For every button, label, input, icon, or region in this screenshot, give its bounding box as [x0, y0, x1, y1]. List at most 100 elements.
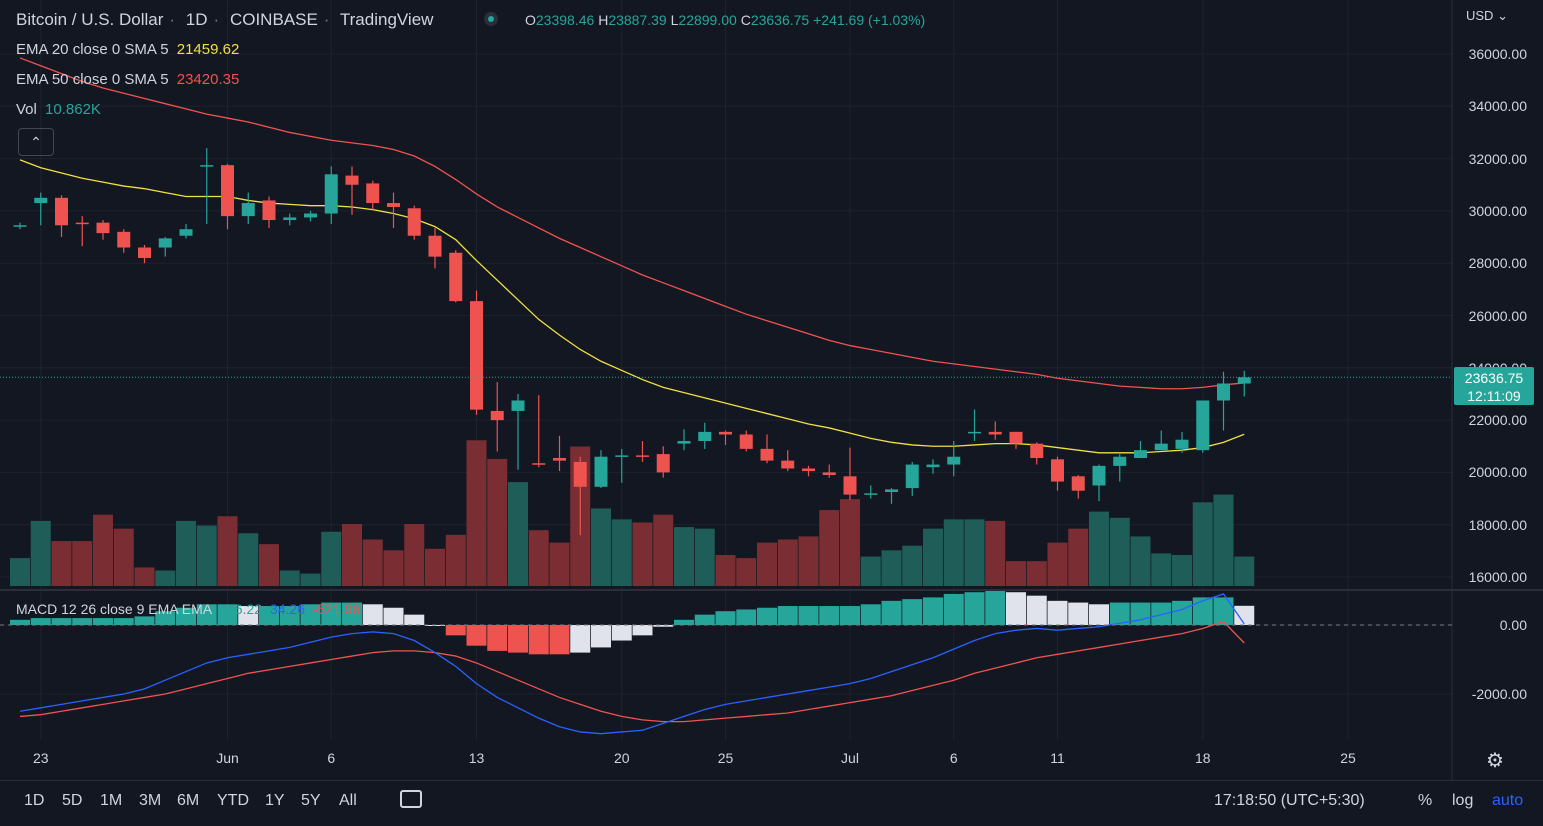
macd-hist-bar	[757, 607, 777, 625]
volume-bar	[155, 570, 176, 586]
volume-bars	[10, 440, 1255, 586]
volume-bar	[798, 536, 819, 586]
time-tick-label: 25	[1340, 750, 1356, 766]
macd-hist-bar	[653, 625, 674, 627]
volume-bar	[819, 510, 840, 586]
currency-selector[interactable]: USD ⌄	[1466, 8, 1508, 24]
candle-body	[843, 476, 857, 495]
time-tick-label: 6	[949, 750, 958, 766]
candle-body	[885, 489, 898, 493]
volume-bar	[238, 533, 259, 586]
macd-hist-bar	[134, 616, 155, 625]
volume-bar	[30, 520, 51, 586]
macd-hist-bar	[694, 614, 715, 625]
percent-toggle[interactable]: %	[1418, 792, 1433, 809]
macd-hist-bar	[715, 611, 736, 625]
volume-bar	[466, 440, 487, 586]
range-button-6m[interactable]: 6M	[177, 792, 200, 809]
price-tick-label: 30000.00	[1468, 202, 1527, 219]
candle-body	[864, 493, 878, 495]
ema20-legend[interactable]: EMA 20 close 0 SMA 5 21459.62	[16, 41, 239, 58]
interval: 1D	[185, 10, 208, 29]
candlestick-series	[13, 148, 1251, 536]
volume-bar	[72, 541, 93, 586]
volume-bar	[217, 516, 238, 586]
log-toggle[interactable]: log	[1452, 792, 1474, 809]
candle-body	[179, 229, 193, 236]
time-tick-label: Jun	[216, 750, 239, 766]
macd-hist-bar	[196, 604, 217, 625]
macd-label: MACD 12 26 close 9 EMA EMA	[16, 601, 212, 617]
macd-hist-bar	[466, 625, 487, 646]
volume-bar	[1026, 561, 1047, 586]
volume-bar	[902, 545, 923, 586]
volume-bar	[259, 544, 279, 586]
volume-bar	[342, 524, 362, 586]
range-button-1y[interactable]: 1Y	[265, 792, 285, 809]
macd-hist-bar	[549, 625, 570, 655]
volume-bar	[881, 550, 902, 586]
volume-bar	[1130, 536, 1151, 586]
macd-hist-bar	[777, 606, 798, 625]
candle-body	[262, 200, 276, 221]
auto-toggle[interactable]: auto	[1492, 792, 1524, 809]
candle-body	[719, 431, 732, 435]
volume-bar	[736, 558, 757, 586]
settings-gear-icon[interactable]: ⚙	[1486, 750, 1504, 772]
macd-hist-bar	[300, 604, 321, 625]
macd-hist-bar	[736, 609, 757, 625]
collapse-legend-button[interactable]: ⌃	[18, 128, 54, 156]
range-button-5y[interactable]: 5Y	[301, 792, 321, 809]
clock-readout[interactable]: 17:18:50 (UTC+5:30)	[1214, 792, 1365, 809]
volume-bar	[176, 520, 196, 586]
time-tick-label: 11	[1050, 750, 1065, 766]
ema50-line	[19, 57, 1245, 390]
last-price-value: 23636.75	[1464, 370, 1524, 386]
volume-bar	[404, 524, 425, 586]
high-label: H	[598, 12, 609, 28]
macd-hist-bar	[1006, 592, 1026, 625]
candle-body	[1175, 439, 1189, 449]
macd-legend[interactable]: MACD 12 26 close 9 EMA EMA 556.22 34.26 …	[16, 601, 360, 617]
range-button-5d[interactable]: 5D	[62, 792, 83, 809]
price-tick-label: 26000.00	[1468, 307, 1527, 324]
symbol-title[interactable]: Bitcoin / U.S. Dollar · 1D · COINBASE · Tra…	[16, 10, 434, 29]
range-button-3m[interactable]: 3M	[139, 792, 162, 809]
range-button-ytd[interactable]: YTD	[217, 792, 249, 809]
ema50-polyline	[19, 57, 1245, 390]
macd-hist-bar	[508, 625, 528, 653]
candle-body	[802, 468, 815, 472]
macd-hist-bar	[342, 602, 362, 625]
volume-legend[interactable]: Vol 10.862K	[16, 101, 101, 118]
market-status-icon	[484, 12, 498, 26]
range-button-all[interactable]: All	[339, 792, 357, 809]
volume-bar	[1192, 502, 1213, 586]
macd-hist-bar	[362, 604, 383, 625]
candle-body	[138, 247, 151, 258]
volume-bar	[964, 519, 985, 586]
volume-bar	[757, 542, 777, 586]
volume-label: Vol	[16, 101, 37, 118]
macd-hist-bar	[72, 618, 93, 625]
ema50-label: EMA 50 close 0 SMA 5	[16, 71, 169, 88]
price-tick-label: 34000.00	[1468, 98, 1527, 115]
candle-body	[947, 456, 961, 465]
time-tick-label: 13	[468, 750, 485, 766]
signal-line-value: -521.96	[312, 601, 361, 617]
macd-hist-bar	[881, 600, 902, 625]
ema50-legend[interactable]: EMA 50 close 0 SMA 5 23420.35	[16, 71, 239, 88]
candle-body	[1237, 377, 1251, 384]
volume-bar	[300, 573, 321, 586]
volume-bar	[943, 519, 964, 586]
time-tick-label: 23	[32, 750, 49, 766]
date-range-icon[interactable]	[400, 790, 422, 808]
volume-bar	[487, 458, 508, 586]
time-tick-label: 6	[327, 750, 336, 766]
range-button-1d[interactable]: 1D	[24, 792, 45, 809]
candle-body	[988, 431, 1002, 435]
range-button-1m[interactable]: 1M	[100, 792, 123, 809]
chevron-up-icon: ⌃	[30, 133, 42, 150]
ema20-polyline	[19, 159, 1245, 454]
chevron-down-icon: ⌄	[1497, 8, 1508, 23]
